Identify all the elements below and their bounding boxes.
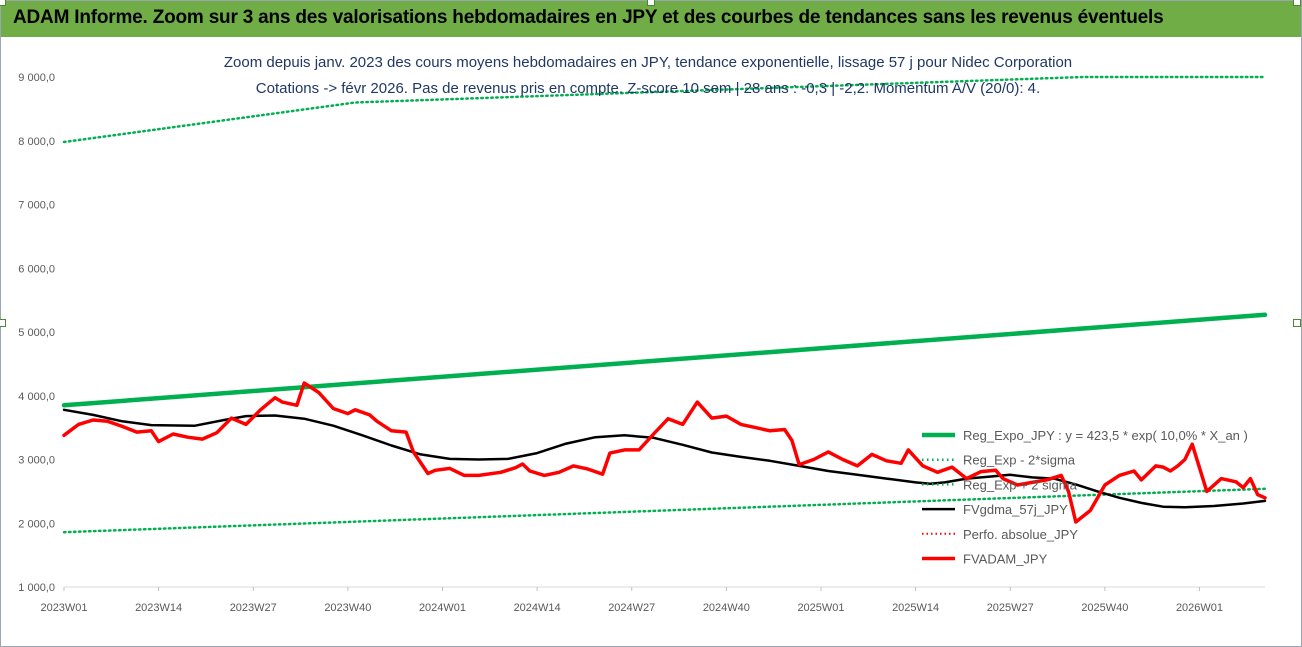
x-tick-label: 2023W40 — [324, 602, 371, 614]
chart-subtitle: Cotations -> févr 2026. Pas de revenus p… — [256, 80, 1040, 97]
x-tick-label: 2024W27 — [608, 602, 655, 614]
axes: 1 000,0 2 000,0 3 000,0 4 000,0 5 000,0 6 000… — [18, 72, 1265, 614]
x-tick-label: 2024W40 — [703, 602, 750, 614]
title-background — [251, 78, 1045, 99]
y-tick-label: 5 000,0 — [18, 327, 55, 339]
fvadam-line — [62, 381, 1267, 524]
y-tick-label: 1 000,0 — [18, 582, 55, 594]
chart-title: Zoom depuis janv. 2023 des cours moyens … — [224, 54, 1072, 71]
header-title: ADAM Informe. Zoom sur 3 ans des valoris… — [13, 7, 1164, 28]
legend-label-reg-expo-line: Reg_Expo_JPY : y = 423,5 * exp( 10,0% * … — [963, 428, 1248, 443]
x-tick-label: 2025W14 — [892, 602, 939, 614]
legend-label-fvadam-line: FVADAM_JPY — [963, 552, 1048, 567]
y-tick-label: 9 000,0 — [18, 72, 55, 84]
legend-label-fvgdma-57j-line: FVgdma_57j_JPY — [963, 502, 1068, 517]
y-tick-label: 4 000,0 — [18, 391, 55, 403]
reg-expo-line — [61, 312, 1268, 408]
x-tick-label: 2026W01 — [1176, 602, 1223, 614]
reg-exp-minus-2sigma-line — [62, 487, 1267, 534]
reg-exp-plus-2sigma-line — [62, 75, 1267, 144]
x-tick-label: 2024W14 — [514, 602, 561, 614]
x-tick-label: 2024W01 — [419, 602, 466, 614]
x-tick-label: 2023W27 — [230, 602, 277, 614]
legend-label-perfo-absolue-line: Perfo. absolue_JPY — [963, 527, 1078, 542]
plot-area — [61, 75, 1268, 534]
y-tick-label: 2 000,0 — [18, 518, 55, 530]
header-bar: ADAM Informe. Zoom sur 3 ans des valoris… — [1, 1, 1301, 37]
y-tick-label: 6 000,0 — [18, 263, 55, 275]
x-tick-label: 2023W01 — [40, 602, 87, 614]
resize-handle-top-right[interactable] — [1293, 0, 1301, 6]
title-background — [219, 52, 1077, 73]
y-tick-label: 8 000,0 — [18, 136, 55, 148]
resize-handle-top-left[interactable] — [0, 0, 6, 6]
x-tick-label: 2025W40 — [1081, 602, 1128, 614]
resize-handle-middle-right[interactable] — [1293, 319, 1301, 327]
legend: Reg_Expo_JPY : y = 423,5 * exp( 10,0% * … — [922, 428, 1248, 567]
legend-label-reg-exp-plus-2sigma-line: Reg_Exp + 2 sigma — [963, 477, 1078, 492]
legend-label-reg-exp-minus-2sigma-line: Reg_Exp - 2*sigma — [963, 453, 1076, 468]
y-tick-label: 3 000,0 — [18, 455, 55, 467]
resize-handle-middle-left[interactable] — [0, 319, 6, 327]
resize-handle-top-center[interactable] — [647, 0, 655, 6]
y-tick-label: 7 000,0 — [18, 200, 55, 212]
x-tick-label: 2023W14 — [135, 602, 182, 614]
x-tick-label: 2025W01 — [797, 602, 844, 614]
x-tick-label: 2025W27 — [987, 602, 1034, 614]
fvgdma-57j-line — [62, 408, 1267, 509]
